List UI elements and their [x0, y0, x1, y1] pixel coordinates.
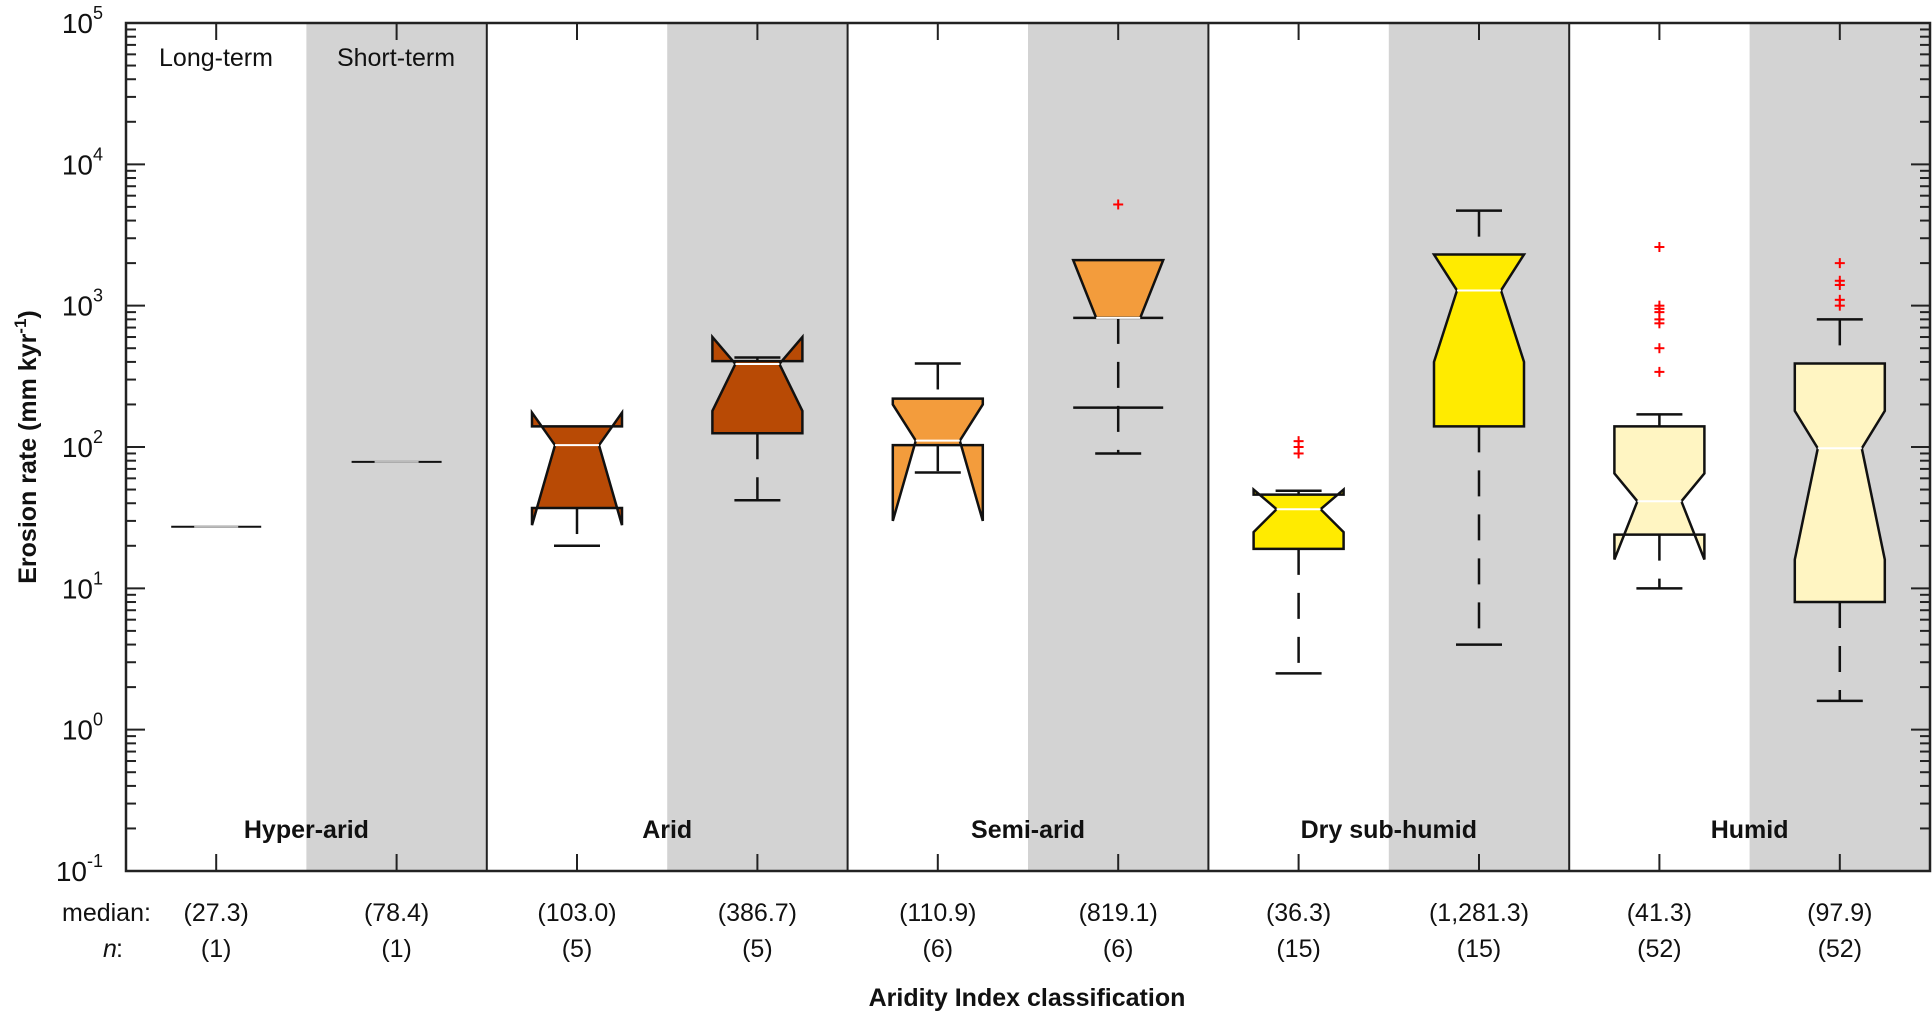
n-row-colon: : [116, 935, 123, 963]
n-value-label: (1) [381, 935, 412, 963]
outlier-marker [1293, 448, 1304, 459]
box-arid-short-term [711, 333, 804, 502]
median-value-label: (819.1) [1079, 899, 1158, 927]
panel-label: Hyper-arid [244, 816, 369, 844]
y-tick-exponent: -1 [87, 851, 103, 871]
term-label-short: Short-term [337, 44, 455, 72]
n-value-label: (15) [1276, 935, 1320, 963]
outlier-marker [1834, 258, 1845, 269]
y-tick-label: 101 [62, 568, 103, 604]
box-dry-sub-humid-long-term [1252, 436, 1345, 675]
median-value-label: (36.3) [1266, 899, 1331, 927]
x-axis-title: Aridity Index classification [869, 984, 1186, 1012]
box-humid-long-term [1613, 242, 1706, 590]
y-axis-title-sup: -1 [11, 319, 30, 334]
outlier-marker [1113, 199, 1124, 210]
y-tick-base: 10 [56, 856, 87, 887]
outlier-marker [1834, 300, 1845, 311]
y-axis-title-suffix: ) [14, 310, 42, 318]
median-value-label: (1,281.3) [1429, 899, 1529, 927]
y-tick-label: 102 [62, 427, 103, 463]
n-value-label: (1) [201, 935, 232, 963]
y-tick-base: 10 [62, 715, 93, 746]
y-tick-exponent: 1 [93, 568, 103, 588]
notched-box [1431, 253, 1527, 428]
y-tick-label: 103 [62, 286, 103, 322]
outlier-marker [1834, 280, 1845, 291]
short-term-band [1028, 23, 1209, 871]
n-value-label: (5) [562, 935, 593, 963]
y-tick-exponent: 4 [93, 144, 103, 164]
y-axis-title-main: Erosion rate (mm kyr [14, 333, 42, 583]
n-value-label: (6) [923, 935, 954, 963]
outlier-marker [1654, 242, 1665, 253]
median-value-label: (110.9) [899, 899, 976, 927]
axes-layer [124, 21, 1932, 873]
box-humid-short-term [1793, 258, 1887, 703]
outlier-marker [1654, 366, 1665, 377]
panel-label: Humid [1711, 816, 1789, 844]
median-row-label: median: [62, 899, 151, 927]
y-tick-base: 10 [62, 573, 93, 604]
notched-box [711, 333, 804, 435]
box-semi-arid-long-term [891, 362, 985, 522]
median-value-label: (386.7) [718, 899, 797, 927]
outlier-marker [1654, 343, 1665, 354]
y-tick-label: 105 [62, 3, 103, 39]
notched-box [530, 408, 624, 526]
n-value-label: (6) [1103, 935, 1134, 963]
term-label-long: Long-term [159, 44, 273, 72]
n-value-label: (15) [1457, 935, 1501, 963]
n-value-label: (52) [1818, 935, 1862, 963]
y-tick-label: 104 [62, 144, 103, 180]
median-value-label: (103.0) [537, 899, 616, 927]
n-value-label: (5) [742, 935, 773, 963]
n-value-label: (52) [1637, 935, 1681, 963]
notched-box [1252, 486, 1345, 551]
notched-box [1793, 362, 1887, 604]
panel-label: Dry sub-humid [1301, 816, 1477, 844]
notched-box [891, 397, 985, 522]
boxes-layer [171, 199, 1887, 703]
box-semi-arid-short-term [1071, 199, 1166, 455]
median-value-label: (97.9) [1807, 899, 1872, 927]
y-tick-exponent: 3 [93, 286, 103, 306]
y-tick-exponent: 5 [93, 3, 103, 23]
n-row-label: n [103, 935, 117, 963]
y-tick-exponent: 0 [93, 710, 103, 730]
y-tick-base: 10 [62, 432, 93, 463]
y-tick-base: 10 [62, 149, 93, 180]
median-value-label: (27.3) [184, 899, 249, 927]
y-tick-base: 10 [62, 291, 93, 322]
y-tick-label: 100 [62, 710, 103, 746]
median-value-label: (41.3) [1627, 899, 1692, 927]
svg-text:Erosion rate (mm kyr-1): Erosion rate (mm kyr-1) [11, 310, 42, 584]
median-value-label: (78.4) [364, 899, 429, 927]
y-axis-title: Erosion rate (mm kyr-1) [11, 310, 42, 584]
panel-label: Arid [642, 816, 692, 844]
panel-label: Semi-arid [971, 816, 1085, 844]
box-dry-sub-humid-short-term [1431, 209, 1527, 646]
short-term-band [306, 23, 487, 871]
notched-box [1613, 425, 1706, 560]
y-tick-label: 10-1 [56, 851, 103, 887]
outlier-marker [1654, 318, 1665, 329]
y-tick-exponent: 2 [93, 427, 103, 447]
y-tick-base: 10 [62, 8, 93, 39]
box-arid-long-term [530, 408, 624, 548]
